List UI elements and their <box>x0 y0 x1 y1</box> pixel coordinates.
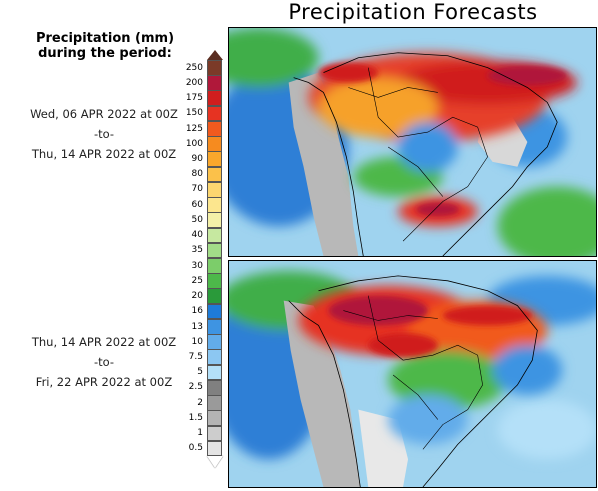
colorbar-label: 1.5 <box>188 412 203 423</box>
period-label-second: Thu, 14 APR 2022 at 00Z -to- Fri, 22 APR… <box>4 332 204 392</box>
colorbar-segment <box>207 334 222 350</box>
colorbar-label: 250 <box>185 62 203 73</box>
colorbar-label: 5 <box>197 367 203 378</box>
colorbar-label: 2 <box>197 397 203 408</box>
colorbar-label: 90 <box>191 154 203 164</box>
period-1-separator: -to- <box>93 127 115 141</box>
colorbar-segment <box>207 242 222 259</box>
colorbar-segment <box>207 288 222 305</box>
colorbar-label: 200 <box>185 77 203 88</box>
colorbar-label: 40 <box>191 230 203 241</box>
colorbar-segment <box>207 303 222 320</box>
colorbar-label: 10 <box>191 336 203 347</box>
map-week2-graphic <box>229 261 596 487</box>
legend-title-line2: during the period: <box>38 46 172 61</box>
colorbar-label: 30 <box>191 260 203 271</box>
page-title: Precipitation Forecasts <box>288 0 538 24</box>
colorbar-label: 125 <box>185 123 203 134</box>
colorbar-segment <box>207 440 222 457</box>
forecast-map-week1 <box>228 27 597 257</box>
period-1-end: Thu, 14 APR 2022 at 00Z <box>31 147 177 161</box>
period-2-separator: -to- <box>93 355 115 369</box>
colorbar-segment <box>207 318 222 335</box>
colorbar-label: 100 <box>185 138 203 149</box>
legend-title: Precipitation (mm) during the period: <box>10 31 200 61</box>
colorbar-segment <box>207 273 222 289</box>
colorbar-segment <box>207 379 222 396</box>
period-1-start: Wed, 06 APR 2022 at 00Z <box>30 107 178 121</box>
colorbar-segment <box>207 90 222 107</box>
colorbar-label: 16 <box>191 306 203 317</box>
period-2-end: Fri, 22 APR 2022 at 00Z <box>35 375 173 389</box>
forecast-map-week2 <box>228 260 597 488</box>
colorbar-label: 175 <box>185 93 203 104</box>
colorbar-label: 60 <box>191 199 203 210</box>
colorbar-label: 150 <box>185 108 203 119</box>
colorbar-segment <box>207 395 222 411</box>
colorbar-segment <box>207 410 222 427</box>
colorbar-segment <box>207 105 222 122</box>
legend-title-line1: Precipitation (mm) <box>35 31 175 46</box>
colorbar-segment <box>207 258 222 274</box>
colorbar-segment <box>207 151 222 168</box>
map-week1-graphic <box>229 28 596 256</box>
colorbar-label: 35 <box>191 245 203 256</box>
colorbar-label: 80 <box>191 169 203 180</box>
colorbar-segment <box>207 349 222 366</box>
colorbar-segment <box>207 60 222 76</box>
colorbar-segment <box>207 212 222 229</box>
colorbar-label: 7.5 <box>188 352 203 362</box>
colorbar-label: 20 <box>191 291 203 302</box>
colorbar-segment <box>207 181 222 198</box>
colorbar-label: 13 <box>191 321 203 332</box>
colorbar-segment <box>207 75 222 91</box>
colorbar-segment <box>207 227 222 244</box>
colorbar-label: 2.5 <box>188 382 203 393</box>
colorbar-min-arrow <box>207 456 223 468</box>
colorbar-segment <box>207 197 222 213</box>
colorbar-legend: 250 200 175 150 125 100 90 80 70 60 50 40 35 30 25 20 16… <box>186 50 223 468</box>
colorbar-label: 25 <box>191 275 203 286</box>
colorbar-segment <box>207 166 222 183</box>
colorbar-segment <box>207 120 222 137</box>
colorbar-label: 1 <box>197 428 203 439</box>
colorbar-label: 70 <box>191 184 203 195</box>
colorbar-segment <box>207 364 222 381</box>
period-label-first: Wed, 06 APR 2022 at 00Z -to- Thu, 14 APR… <box>4 104 204 164</box>
colorbar-label: 50 <box>191 214 203 225</box>
colorbar-label: 0.5 <box>188 443 203 454</box>
colorbar-max-arrow <box>207 50 223 60</box>
colorbar-segment <box>207 425 222 442</box>
colorbar-segment <box>207 136 222 152</box>
period-2-start: Thu, 14 APR 2022 at 00Z <box>31 335 177 349</box>
